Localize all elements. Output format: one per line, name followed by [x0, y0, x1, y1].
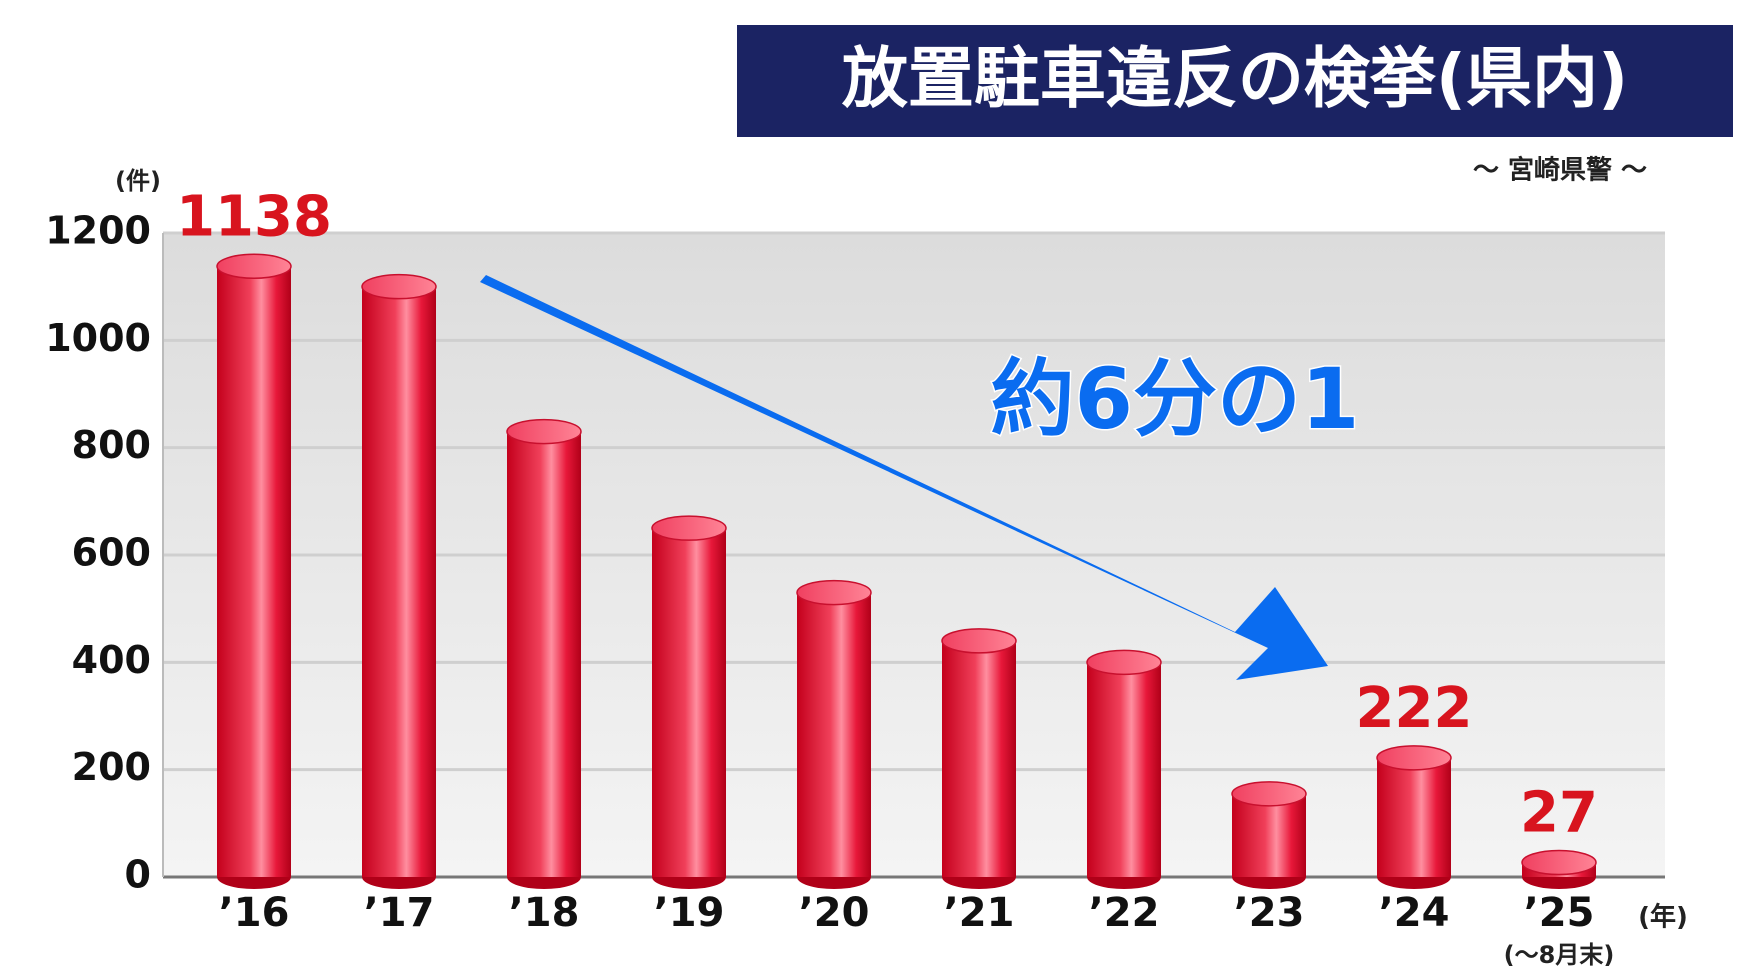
y-tick-label: 200: [72, 745, 151, 789]
bar-top: [506, 418, 582, 445]
bar: [1377, 757, 1451, 877]
y-tick-label: 0: [125, 853, 151, 897]
value-label: 1138: [176, 184, 332, 249]
y-tick-label: 1200: [45, 209, 151, 253]
y-unit: (件): [115, 167, 161, 195]
annotation: 約6分の1: [991, 350, 1360, 448]
bar: [362, 286, 436, 878]
x-tick-label: ’19: [654, 890, 725, 936]
bar-top: [361, 273, 437, 300]
y-tick-label: 800: [72, 423, 151, 467]
bar: [942, 640, 1016, 877]
bar-top: [651, 515, 727, 541]
x-tick-label: ’18: [509, 890, 580, 936]
bar: [652, 528, 726, 877]
x-tick-label: ’17: [364, 890, 435, 936]
x-tick-label: ’22: [1089, 890, 1160, 936]
chart-subtitle: ～ 宮崎県警 ～: [1473, 155, 1647, 186]
x-unit: (年): [1638, 902, 1688, 933]
bar-top: [796, 579, 872, 606]
bar-top: [941, 628, 1017, 654]
x-tick-label: ’23: [1234, 890, 1305, 936]
y-tick-label: 1000: [45, 316, 151, 360]
x-tick-label: ’20: [799, 890, 870, 936]
value-label: 27: [1520, 781, 1598, 846]
trend-arrow: [480, 275, 1328, 680]
x-tick-label: ’24: [1379, 890, 1450, 936]
chart-title: 放置駐車違反の検挙(県内): [842, 40, 1628, 117]
value-label: 222: [1356, 676, 1473, 741]
bar: [507, 431, 581, 877]
y-tick-label: 600: [72, 531, 151, 575]
bar-top: [1086, 649, 1162, 676]
bar-top: [1521, 849, 1597, 876]
x-tick-label: ’21: [944, 890, 1015, 936]
x-tick-label: ’16: [219, 890, 290, 936]
x-tick-label: ’25: [1524, 890, 1595, 936]
y-tick-label: 400: [72, 638, 151, 682]
bar-top: [1231, 781, 1307, 807]
bar: [217, 266, 291, 878]
bar-top: [1376, 745, 1452, 771]
bar: [1087, 662, 1161, 877]
title-box: [737, 25, 1733, 137]
bar: [1232, 793, 1306, 877]
x-tick-note: (～8月末): [1504, 941, 1615, 969]
bar: [797, 592, 871, 877]
bar-top: [216, 253, 292, 280]
